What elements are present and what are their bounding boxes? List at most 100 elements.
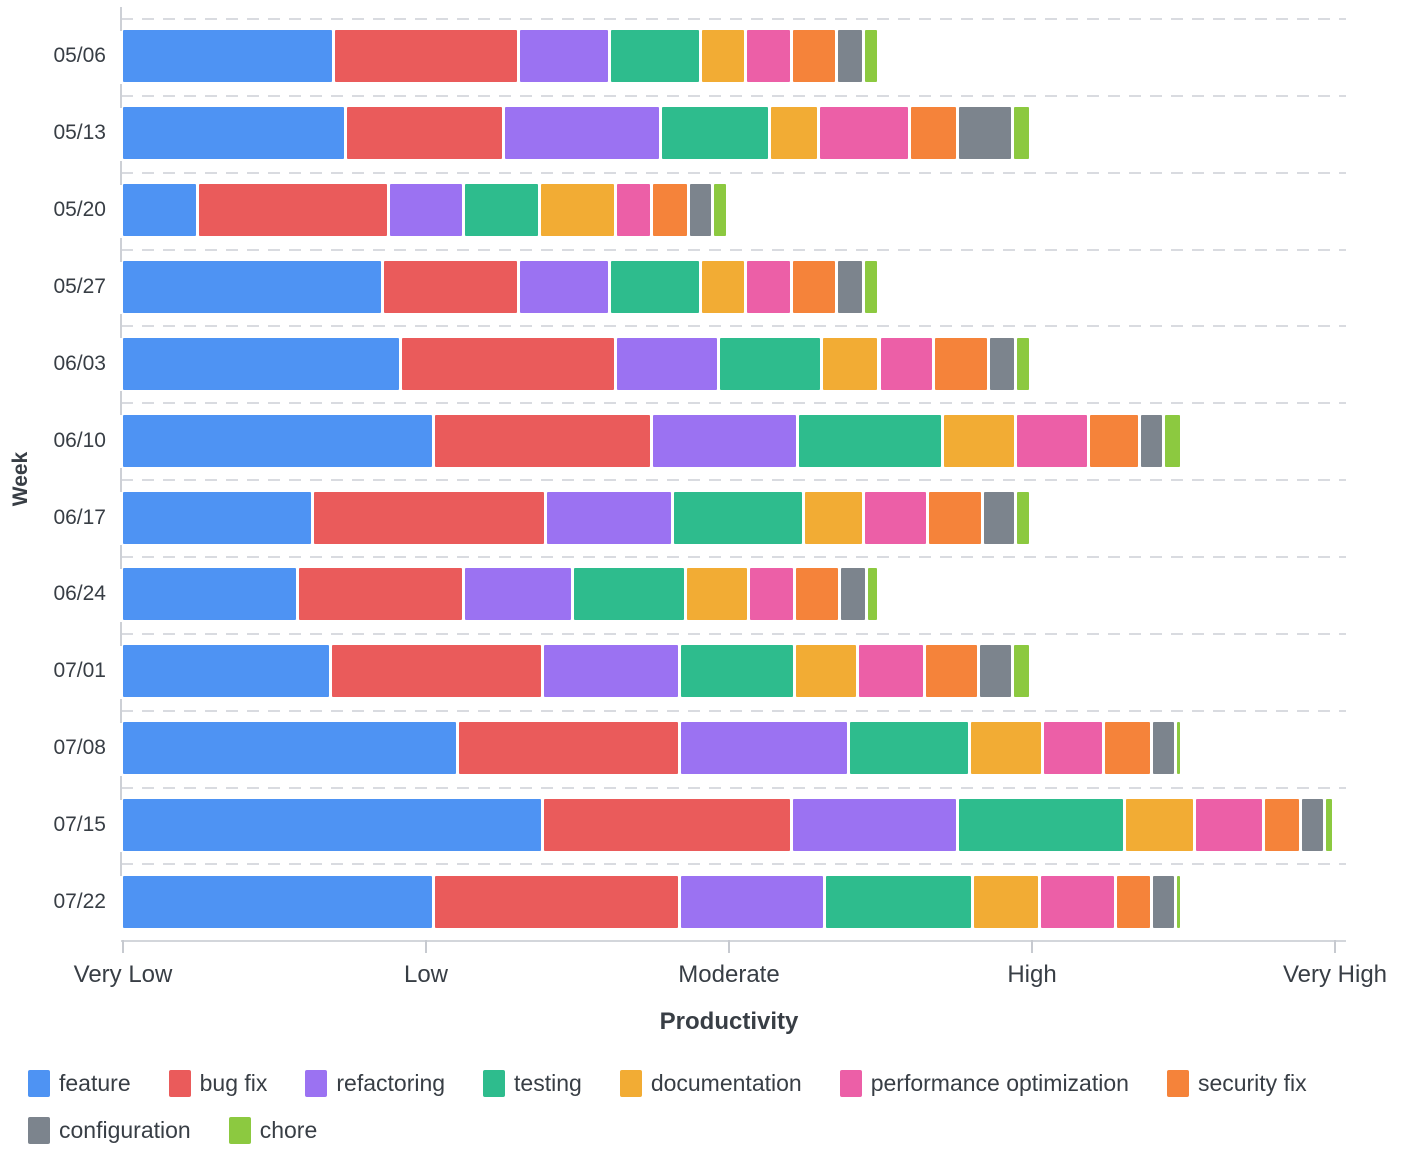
bar-segment-testing <box>465 184 539 237</box>
bar-segment-testing <box>719 337 820 390</box>
bar-segment-refactoring <box>519 260 608 313</box>
x-axis-tick <box>425 940 427 953</box>
bar-segment-bug-fix <box>459 722 678 775</box>
bar-segment-chore <box>1325 798 1332 851</box>
y-tick-label: 06/10 <box>53 428 106 452</box>
y-axis-tick <box>120 698 122 723</box>
y-axis-tick <box>120 314 122 339</box>
bar-segment-feature <box>123 337 399 390</box>
row-gridline <box>121 94 1346 97</box>
bar-segment-refactoring <box>389 184 463 237</box>
legend-swatch-chore <box>228 1117 251 1144</box>
y-axis-tick <box>120 160 122 185</box>
bar-segment-chore <box>1016 491 1029 544</box>
bar-segment-bug-fix <box>401 337 614 390</box>
legend-swatch-testing <box>483 1070 506 1097</box>
bar-segment-testing <box>610 30 699 83</box>
bar-segment-feature <box>123 260 381 313</box>
y-axis-tick <box>120 237 122 262</box>
row-gridline <box>121 479 1346 482</box>
bar-segment-testing <box>798 414 942 467</box>
bar-segment-refactoring <box>680 875 823 928</box>
legend-swatch-refactoring <box>305 1070 328 1097</box>
y-tick-label: 07/22 <box>53 889 106 913</box>
x-axis-tick <box>1031 940 1033 953</box>
legend-swatch-feature <box>28 1070 50 1097</box>
bar-segment-documentation <box>822 337 878 390</box>
legend-label: testing <box>514 1070 582 1096</box>
bar-segment-configuration <box>689 184 711 237</box>
bar-segment-chore <box>1177 722 1181 775</box>
legend-label: chore <box>259 1117 318 1143</box>
x-axis-tick <box>728 940 730 953</box>
bar-segment-testing <box>850 722 969 775</box>
bar-segment-performance-optimization <box>819 107 908 160</box>
bar-segment-bug-fix <box>383 260 517 313</box>
y-tick-label: 05/06 <box>53 44 106 68</box>
bar-segment-bug-fix <box>435 875 678 928</box>
bar-segment-configuration <box>1141 414 1163 467</box>
y-axis-tick <box>120 7 122 31</box>
bar-segment-configuration <box>838 30 863 83</box>
row-gridline <box>121 709 1346 712</box>
bar-segment-refactoring <box>519 30 608 83</box>
bar-segment-feature <box>123 568 296 621</box>
y-tick-label: 06/03 <box>53 351 106 375</box>
bar-segment-security-fix <box>792 260 836 313</box>
legend-label: performance optimization <box>870 1070 1129 1096</box>
y-axis-tick <box>120 621 122 646</box>
bar-segment-feature <box>123 30 333 83</box>
bar-segment-feature <box>123 107 345 160</box>
bar-segment-documentation <box>944 414 1014 467</box>
legend-label: documentation <box>650 1070 802 1096</box>
x-tick-label: Low <box>403 961 449 988</box>
bar-segment-chore <box>713 184 726 237</box>
bar-segment-testing <box>574 568 684 621</box>
legend-item-security-fix: security fix <box>1166 1070 1307 1097</box>
y-axis-tick <box>120 391 122 416</box>
bar-segment-chore <box>865 30 878 83</box>
bar-segment-feature <box>123 491 311 544</box>
legend-label: configuration <box>59 1117 191 1143</box>
bar-segment-security-fix <box>1116 875 1151 928</box>
legend-item-configuration: configuration <box>28 1117 191 1144</box>
bar-segment-feature <box>123 722 457 775</box>
bar-segment-bug-fix <box>313 491 545 544</box>
bar-segment-chore <box>1177 875 1181 928</box>
bar-segment-feature <box>123 184 196 237</box>
bar-segment-configuration <box>1301 798 1323 851</box>
legend-swatch-documentation <box>619 1070 642 1097</box>
row-gridline <box>121 18 1346 20</box>
bar-segment-bug-fix <box>298 568 463 621</box>
bar-segment-performance-optimization <box>859 645 923 698</box>
bar-segment-documentation <box>795 645 857 698</box>
legend-item-refactoring: refactoring <box>305 1070 445 1097</box>
bar-segment-performance-optimization <box>747 260 790 313</box>
bar-segment-feature <box>123 414 433 467</box>
legend-label: security fix <box>1197 1070 1307 1096</box>
x-tick-label: High <box>1007 961 1057 988</box>
row-gridline <box>121 402 1346 405</box>
bar-segment-testing <box>674 491 802 544</box>
bar-segment-feature <box>123 798 542 851</box>
bar-segment-documentation <box>971 722 1042 775</box>
bar-segment-documentation <box>974 875 1039 928</box>
row-gridline <box>121 248 1346 251</box>
bar-segment-security-fix <box>795 568 839 621</box>
bar-segment-performance-optimization <box>1195 798 1263 851</box>
bar-segment-refactoring <box>547 491 672 544</box>
y-axis-tick <box>120 852 122 877</box>
x-tick-label: Very High <box>1282 961 1388 988</box>
row-gridline <box>121 555 1346 558</box>
y-tick-label: 05/20 <box>53 198 106 222</box>
bar-segment-refactoring <box>504 107 660 160</box>
bar-segment-security-fix <box>935 337 987 390</box>
y-axis-tick <box>120 775 122 800</box>
bar-segment-chore <box>1016 337 1029 390</box>
legend-item-feature: feature <box>28 1070 131 1097</box>
x-tick-label: Moderate <box>678 961 780 988</box>
legend-label: refactoring <box>336 1070 446 1096</box>
legend-item-bug-fix: bug fix <box>168 1070 267 1097</box>
legend-swatch-configuration <box>28 1117 50 1144</box>
